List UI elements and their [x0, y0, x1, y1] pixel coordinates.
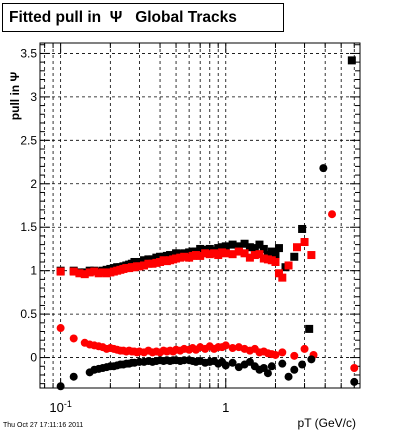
chart-title: Fitted pull in Ψ Global Tracks: [2, 3, 284, 32]
data-point-square: [69, 267, 78, 276]
data-point-circle: [221, 341, 230, 350]
data-point-square: [191, 251, 200, 260]
y-tick-label: 3: [30, 90, 37, 104]
data-point-circle: [328, 210, 337, 219]
data-point-square: [94, 269, 103, 278]
data-point-circle: [56, 324, 65, 333]
data-point-circle: [319, 164, 328, 173]
axis-ticks: [40, 43, 360, 388]
data-point-square: [274, 244, 283, 253]
data-point-square: [140, 261, 149, 270]
y-tick-label: 3.5: [20, 46, 37, 60]
data-point-square: [228, 240, 237, 249]
data-point-square: [205, 244, 214, 253]
plot-frame: [39, 42, 361, 389]
data-point-square: [201, 249, 210, 258]
data-point-square: [250, 244, 259, 253]
data-point-square: [274, 269, 283, 278]
data-point-square: [271, 251, 280, 260]
plot-frame-rect: [39, 42, 361, 389]
data-point-circle: [221, 361, 230, 370]
data-point-square: [135, 262, 144, 271]
y-axis-label: pull in Ψ: [8, 72, 22, 121]
data-point-square: [80, 270, 89, 279]
data-point-square: [300, 238, 309, 247]
data-point-square: [250, 251, 259, 260]
data-point-square: [292, 243, 301, 252]
y-tick-label: 0: [30, 351, 37, 365]
tick-labels: 0 0.5 1 1.5 2 2.5 3 3.5 10-1 1: [20, 46, 229, 415]
data-point-circle: [278, 348, 287, 357]
data-point-square: [284, 261, 293, 270]
data-point-square: [278, 273, 287, 282]
data-point-square: [196, 251, 205, 260]
data-marks: [56, 56, 359, 391]
data-point-square: [221, 242, 230, 251]
y-tick-label: 0.5: [20, 307, 37, 321]
data-point-circle: [298, 360, 307, 369]
data-point-square: [172, 254, 181, 263]
data-point-square: [205, 250, 214, 259]
data-point-square: [144, 255, 153, 264]
data-point-circle: [263, 369, 272, 378]
data-point-square: [56, 267, 65, 276]
data-point-circle: [350, 377, 359, 386]
data-point-square: [196, 244, 205, 253]
data-point-circle: [271, 350, 280, 359]
y-tick-label: 2.5: [20, 133, 37, 147]
data-point-square: [210, 249, 219, 258]
data-point-square: [255, 240, 264, 249]
data-point-square: [75, 269, 84, 278]
data-point-square: [85, 268, 94, 277]
data-point-square: [144, 259, 153, 268]
data-point-square: [135, 257, 144, 266]
data-point-circle: [69, 334, 78, 343]
x-tick-label: 10-1: [49, 399, 71, 415]
data-point-square: [267, 247, 276, 256]
data-point-square: [90, 267, 99, 276]
x-axis-label: pT (GeV/c): [298, 416, 356, 430]
data-point-circle: [290, 351, 299, 360]
data-point-square: [234, 247, 243, 256]
data-point-square: [240, 239, 249, 248]
data-point-square: [140, 256, 149, 265]
data-point-circle: [350, 364, 359, 373]
timestamp: Thu Oct 27 17:11:16 2011: [3, 422, 84, 429]
data-point-circle: [228, 358, 237, 367]
y-tick-label: 1: [30, 264, 37, 278]
data-point-circle: [267, 362, 276, 371]
data-point-square: [259, 254, 268, 263]
data-point-square: [305, 324, 314, 333]
data-point-circle: [290, 365, 299, 374]
data-point-circle: [278, 359, 287, 368]
data-point-circle: [284, 372, 293, 381]
data-point-circle: [300, 344, 309, 353]
data-point-circle: [56, 382, 65, 391]
data-point-square: [234, 242, 243, 251]
data-point-square: [307, 251, 316, 260]
data-point-square: [180, 252, 189, 261]
data-point-square: [290, 252, 299, 261]
data-point-square: [255, 250, 264, 259]
x-tick-label: 1: [222, 400, 229, 415]
grid-lines: [40, 43, 360, 388]
data-point-square: [240, 249, 249, 258]
data-point-square: [172, 249, 181, 258]
data-point-square: [271, 257, 280, 266]
data-point-square: [221, 249, 230, 258]
data-point-circle: [69, 372, 78, 381]
y-tick-label: 2: [30, 177, 37, 191]
data-point-square: [347, 56, 356, 65]
data-point-square: [259, 244, 268, 253]
y-tick-label: 1.5: [20, 220, 37, 234]
data-point-square: [298, 224, 307, 233]
data-point-square: [245, 243, 254, 252]
data-point-circle: [307, 355, 316, 364]
data-point-circle: [228, 344, 237, 353]
data-point-square: [245, 253, 254, 262]
data-point-square: [228, 250, 237, 259]
